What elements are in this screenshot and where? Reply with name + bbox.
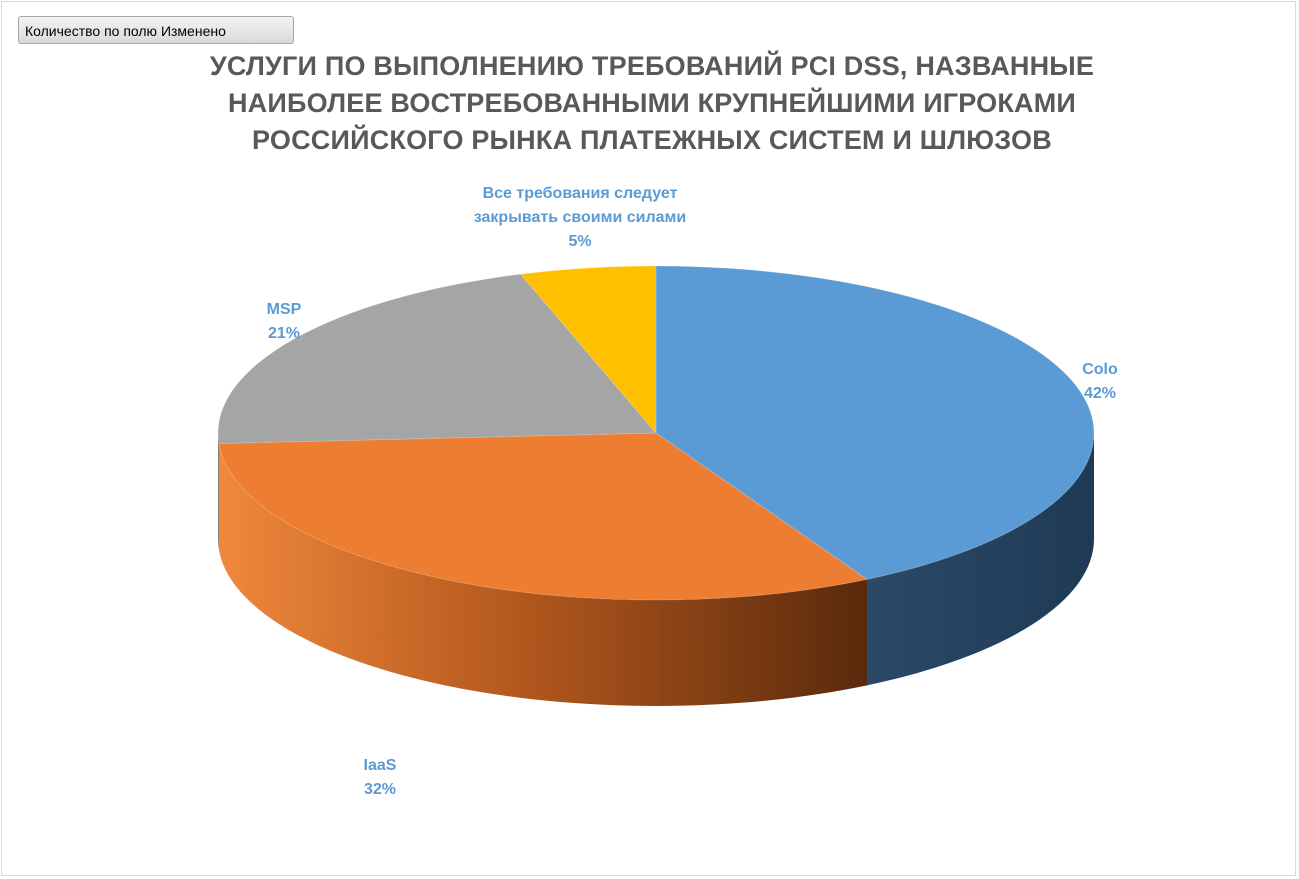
data-label-msp: MSP 21% — [234, 298, 334, 346]
data-label-category: закрывать своими силами — [473, 209, 687, 226]
data-label-category: Все требования следует — [482, 185, 678, 202]
pivot-field-button[interactable]: Количество по полю Изменено — [18, 16, 294, 44]
data-label-category: Colo — [1082, 361, 1118, 378]
chart-title-line-1: УСЛУГИ ПО ВЫПОЛНЕНИЮ ТРЕБОВАНИЙ PCI DSS,… — [209, 51, 1095, 81]
pie-slice-msp[interactable] — [217, 273, 658, 444]
chart-title: УСЛУГИ ПО ВЫПОЛНЕНИЮ ТРЕБОВАНИЙ PCI DSS,… — [152, 48, 1152, 159]
data-label-percent: 21% — [267, 325, 301, 342]
chart-title-line-3: РОССИЙСКОГО РЫНКА ПЛАТЕЖНЫХ СИСТЕМ И ШЛЮ… — [252, 125, 1052, 155]
data-label-category: IaaS — [363, 757, 397, 774]
chart-title-line-2: НАИБОЛЕЕ ВОСТРЕБОВАННЫМИ КРУПНЕЙШИМИ ИГР… — [227, 88, 1077, 118]
pie-side-msp — [218, 433, 219, 550]
pie-slice-все[interactable] — [519, 265, 657, 435]
pie-slice-iaas[interactable] — [218, 432, 869, 601]
pie-slice-colo[interactable] — [655, 265, 1095, 580]
pie-side-colo — [867, 433, 1094, 686]
data-label-percent: 32% — [363, 781, 397, 798]
data-label-colo: Colo 42% — [1050, 358, 1150, 406]
data-label-percent: 5% — [568, 233, 592, 250]
data-label-category: MSP — [266, 301, 302, 318]
data-label-percent: 42% — [1083, 385, 1117, 402]
pie-tops — [217, 265, 1095, 601]
pie-sides — [218, 433, 1094, 706]
pie-side-iaas — [218, 443, 868, 706]
data-label-iaas: IaaS 32% — [330, 754, 430, 802]
data-label-все: Все требования следует закрывать своими с… — [420, 182, 740, 254]
